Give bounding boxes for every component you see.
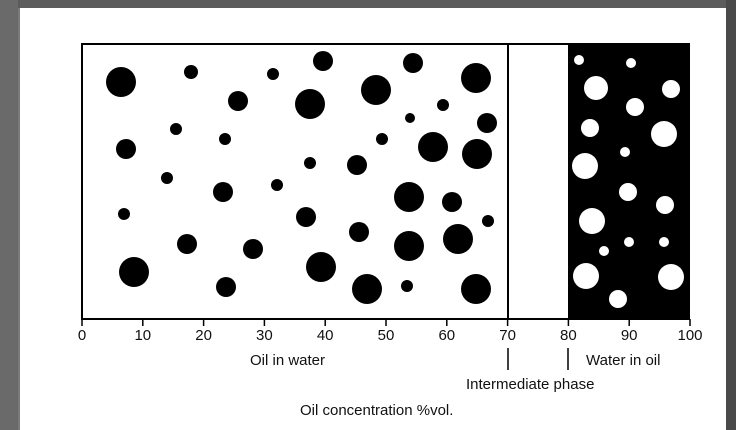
tick-label: 30 <box>256 327 273 344</box>
oil-droplet <box>267 68 279 80</box>
water-droplet <box>659 237 669 247</box>
water-droplet <box>579 208 605 234</box>
oil-droplet <box>213 182 233 202</box>
oil-droplet <box>295 89 325 119</box>
figure-canvas: 0 10 20 30 40 50 60 70 80 90 100 Oil in water Inte… <box>20 8 726 430</box>
oil-droplet <box>401 280 413 292</box>
oil-droplet <box>482 215 494 227</box>
water-droplet <box>619 183 637 201</box>
oil-droplet <box>477 113 497 133</box>
water-droplet <box>658 264 684 290</box>
oil-droplet <box>170 123 182 135</box>
oil-droplet <box>376 133 388 145</box>
water-droplet <box>609 290 627 308</box>
oil-droplet <box>184 65 198 79</box>
oil-in-water-region <box>81 43 509 320</box>
water-droplet <box>572 153 598 179</box>
tick-label: 20 <box>195 327 212 344</box>
tick-label: 90 <box>621 327 638 344</box>
tick-label: 40 <box>317 327 334 344</box>
oil-droplet <box>361 75 391 105</box>
tick-label: 60 <box>438 327 455 344</box>
oil-droplet <box>442 192 462 212</box>
tick-label: 0 <box>78 327 86 344</box>
oil-droplet <box>405 113 415 123</box>
label-intermediate-phase: Intermediate phase <box>466 376 594 393</box>
oil-droplet <box>394 182 424 212</box>
water-droplet <box>626 98 644 116</box>
oil-droplet <box>116 139 136 159</box>
oil-droplet <box>177 234 197 254</box>
oil-droplet <box>304 157 316 169</box>
oil-droplet <box>106 67 136 97</box>
oil-droplet <box>403 53 423 73</box>
oil-droplet <box>243 239 263 259</box>
oil-droplet <box>461 63 491 93</box>
oil-droplet <box>461 274 491 304</box>
tick-label: 80 <box>560 327 577 344</box>
water-droplet <box>626 58 636 68</box>
oil-droplet <box>118 208 130 220</box>
oil-droplet <box>349 222 369 242</box>
oil-droplet <box>161 172 173 184</box>
tick-label: 50 <box>378 327 395 344</box>
label-water-in-oil: Water in oil <box>586 352 660 369</box>
water-droplet <box>581 119 599 137</box>
water-droplet <box>651 121 677 147</box>
oil-droplet <box>119 257 149 287</box>
oil-droplet <box>443 224 473 254</box>
intermediate-phase-region <box>508 44 568 319</box>
tick-label: 70 <box>499 327 516 344</box>
water-droplet <box>656 196 674 214</box>
emulsion-diagram: 0 10 20 30 40 50 60 70 80 90 100 Oil in water Inte… <box>78 43 703 419</box>
oil-droplet <box>296 207 316 227</box>
water-droplet <box>584 76 608 100</box>
oil-droplet <box>394 231 424 261</box>
tick-label: 100 <box>677 327 702 344</box>
tick-label: 10 <box>134 327 151 344</box>
oil-droplet <box>418 132 448 162</box>
water-droplet <box>573 263 599 289</box>
oil-droplet <box>219 133 231 145</box>
frame-top-edge <box>0 0 736 8</box>
frame-right-edge <box>726 0 736 430</box>
oil-droplet <box>313 51 333 71</box>
label-oil-in-water: Oil in water <box>250 352 325 369</box>
axis-title: Oil concentration %vol. <box>300 402 453 419</box>
oil-droplets <box>106 51 497 304</box>
water-droplet <box>662 80 680 98</box>
water-droplet <box>574 55 584 65</box>
oil-droplet <box>271 179 283 191</box>
oil-droplet <box>352 274 382 304</box>
oil-droplet <box>216 277 236 297</box>
oil-droplet <box>462 139 492 169</box>
water-droplet <box>624 237 634 247</box>
oil-droplet <box>306 252 336 282</box>
water-droplets <box>572 55 684 308</box>
water-droplet <box>599 246 609 256</box>
frame-left-edge <box>0 0 18 430</box>
oil-droplet <box>347 155 367 175</box>
oil-droplet <box>228 91 248 111</box>
oil-droplet <box>437 99 449 111</box>
x-axis-ticks: 0 10 20 30 40 50 60 70 80 90 100 <box>78 319 703 344</box>
water-droplet <box>620 147 630 157</box>
